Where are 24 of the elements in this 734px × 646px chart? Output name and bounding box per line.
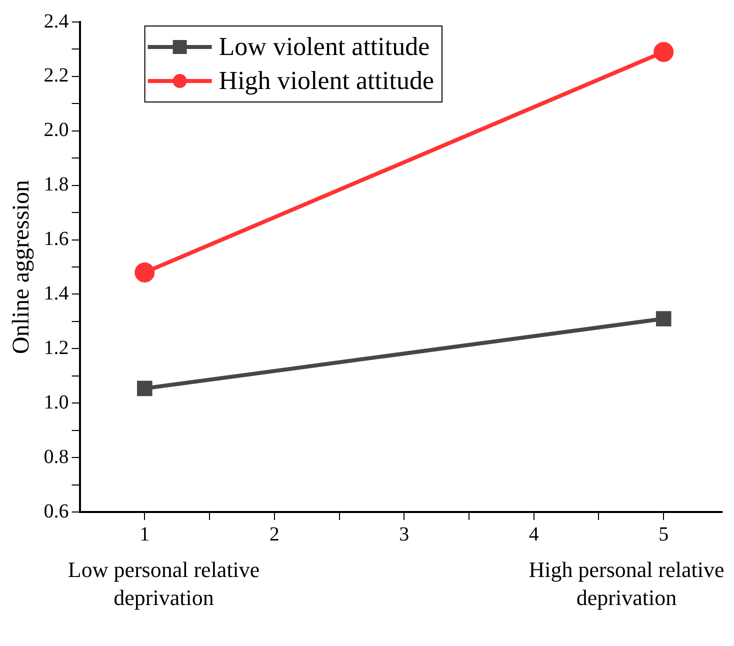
- x-tick-label: 1: [140, 523, 150, 546]
- point: [137, 380, 152, 396]
- y-tick-label: 0.6: [44, 500, 69, 522]
- x-tick-label: 4: [528, 523, 539, 546]
- text: Low personal relative deprivation: [66, 556, 261, 612]
- x-tick-label: 5: [658, 523, 669, 546]
- y-tick-label: 1.2: [44, 336, 69, 359]
- y-tick-label: 2.0: [44, 119, 69, 142]
- x-tick-label: 3: [399, 523, 410, 546]
- y-tick-label: 1.8: [44, 174, 69, 196]
- text: High personal relative deprivation: [528, 556, 726, 612]
- y-tick-label: 2.4: [44, 10, 69, 32]
- y-tick-label: 2.2: [44, 64, 69, 87]
- legend-label: High violent attitude: [218, 66, 434, 95]
- y-tick-label: 0.8: [44, 446, 69, 468]
- point: [654, 42, 674, 62]
- y-tick-label: 1.4: [44, 282, 69, 304]
- legend-label: Low violent attitude: [218, 32, 430, 61]
- y-tick-label: 1.6: [44, 228, 69, 250]
- point: [134, 262, 155, 282]
- point: [656, 311, 672, 326]
- x-tick-label: 2: [269, 523, 280, 546]
- y-axis-title: Online aggression: [8, 180, 35, 354]
- y-tick-label: 1.0: [44, 391, 69, 414]
